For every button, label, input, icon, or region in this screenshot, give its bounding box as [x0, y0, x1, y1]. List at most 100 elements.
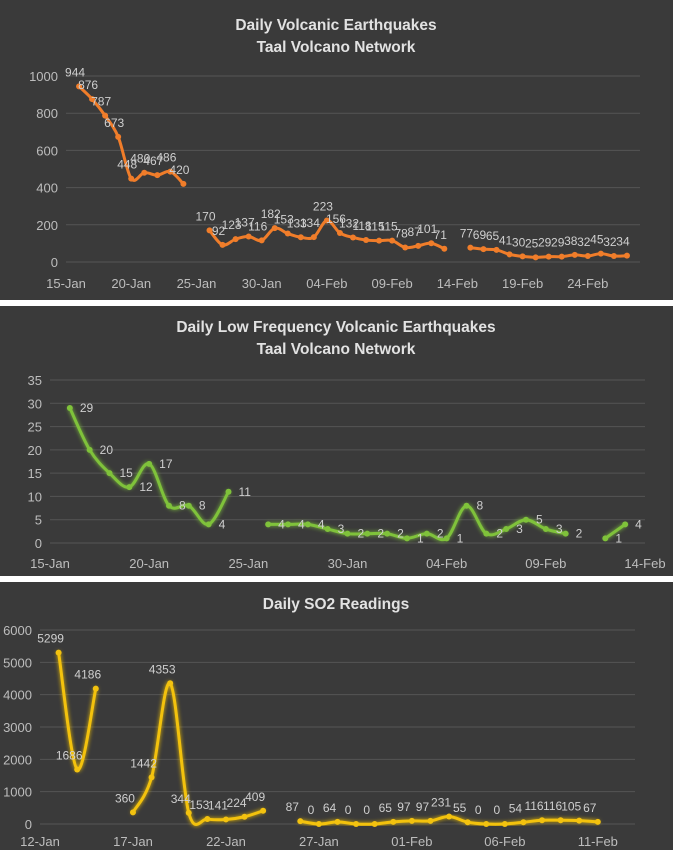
- data-label: 11: [239, 485, 252, 499]
- y-tick-label: 5000: [3, 655, 32, 670]
- data-point: [265, 521, 272, 528]
- data-label: 480: [130, 152, 150, 166]
- data-label: 153: [274, 213, 294, 227]
- data-point: [204, 816, 211, 823]
- data-point: [443, 535, 450, 542]
- data-label: 1686: [56, 748, 83, 762]
- data-label: 12: [139, 480, 153, 494]
- x-tick-label: 30-Jan: [242, 276, 282, 291]
- data-point: [415, 242, 422, 249]
- data-label: 673: [104, 116, 124, 130]
- data-point: [523, 516, 529, 523]
- data-point: [102, 112, 109, 119]
- data-label: 4: [278, 517, 285, 531]
- data-label: 0: [308, 803, 315, 817]
- data-label: 65: [486, 229, 500, 243]
- x-tick-label: 15-Jan: [30, 556, 70, 571]
- y-tick-label: 2000: [3, 752, 32, 767]
- low-frequency-earthquakes-chart: Daily Low Frequency Volcanic Earthquakes…: [28, 319, 666, 571]
- data-label: 133: [287, 216, 307, 230]
- data-point: [166, 502, 172, 509]
- data-label: 123: [222, 218, 242, 232]
- data-label: 182: [261, 207, 281, 221]
- data-point: [350, 234, 356, 241]
- y-tick-label: 200: [36, 218, 58, 233]
- x-tick-label: 17-Jan: [113, 834, 153, 849]
- x-tick-label: 09-Feb: [525, 556, 566, 571]
- data-label: 78: [395, 226, 409, 240]
- x-tick-label: 22-Jan: [206, 834, 246, 849]
- y-tick-label: 30: [28, 396, 42, 411]
- y-tick-label: 0: [25, 817, 32, 832]
- data-point: [148, 774, 155, 781]
- data-label: 8: [199, 499, 206, 513]
- data-point: [353, 821, 360, 827]
- series-line: [266, 504, 568, 542]
- data-point: [480, 246, 487, 253]
- data-label: 2: [377, 527, 384, 541]
- chart-title-line: Daily SO2 Readings: [263, 596, 409, 613]
- data-label: 4353: [149, 662, 176, 676]
- data-point: [463, 502, 470, 509]
- y-tick-label: 10: [28, 489, 42, 504]
- data-point: [167, 168, 174, 175]
- y-tick-label: 1000: [3, 785, 32, 800]
- y-tick-label: 5: [35, 513, 42, 528]
- x-tick-label: 20-Jan: [111, 276, 151, 291]
- x-tick-label: 14-Feb: [437, 276, 478, 291]
- data-point: [423, 530, 430, 537]
- data-point: [545, 253, 552, 260]
- data-label: 1: [417, 531, 424, 545]
- data-label: 1: [615, 531, 622, 545]
- data-point: [115, 133, 122, 140]
- x-tick-label: 25-Jan: [177, 276, 217, 291]
- x-tick-label: 27-Jan: [299, 834, 339, 849]
- volcanic-earthquakes-chart: Daily Volcanic Earthquakes Taal Volcano N…: [29, 17, 640, 291]
- data-point: [154, 172, 161, 179]
- data-label: 20: [100, 443, 114, 457]
- data-label: 2: [496, 527, 503, 541]
- data-point: [222, 816, 229, 823]
- data-label: 41: [499, 233, 513, 247]
- data-label: 0: [475, 803, 482, 817]
- data-point: [576, 817, 583, 824]
- data-point: [532, 254, 539, 261]
- data-point: [167, 680, 174, 687]
- data-label: 32: [577, 235, 591, 249]
- data-point: [623, 252, 630, 259]
- x-tick-label: 09-Feb: [372, 276, 413, 291]
- data-label: 0: [345, 803, 352, 817]
- data-label: 0: [494, 803, 501, 817]
- data-point: [297, 234, 304, 241]
- data-label: 153: [189, 798, 209, 812]
- data-label: 34: [616, 235, 630, 249]
- data-point: [520, 819, 527, 826]
- data-point: [506, 251, 513, 258]
- x-tick-label: 24-Feb: [567, 276, 608, 291]
- data-label: 69: [473, 228, 487, 242]
- x-tick-label: 04-Feb: [306, 276, 347, 291]
- data-point: [334, 818, 341, 825]
- data-point: [205, 521, 212, 528]
- y-tick-label: 4000: [3, 688, 32, 703]
- data-point: [602, 535, 609, 542]
- data-label: 116: [543, 799, 562, 813]
- data-point: [146, 460, 153, 467]
- x-tick-label: 15-Jan: [46, 276, 86, 291]
- data-label: 1442: [130, 756, 157, 770]
- data-label: 29: [80, 401, 94, 415]
- data-point: [519, 253, 526, 260]
- data-label: 116: [248, 219, 267, 233]
- data-point: [92, 685, 99, 692]
- data-label: 3: [516, 522, 523, 536]
- data-label: 8: [477, 499, 484, 513]
- data-point: [364, 530, 371, 537]
- data-label: 944: [65, 65, 85, 79]
- data-point: [336, 229, 343, 236]
- data-label: 29: [551, 236, 565, 250]
- x-tick-label: 12-Jan: [20, 834, 60, 849]
- x-tick-label: 11-Feb: [578, 834, 618, 849]
- data-point: [260, 807, 267, 814]
- data-point: [427, 817, 434, 824]
- data-label: 344: [171, 792, 191, 806]
